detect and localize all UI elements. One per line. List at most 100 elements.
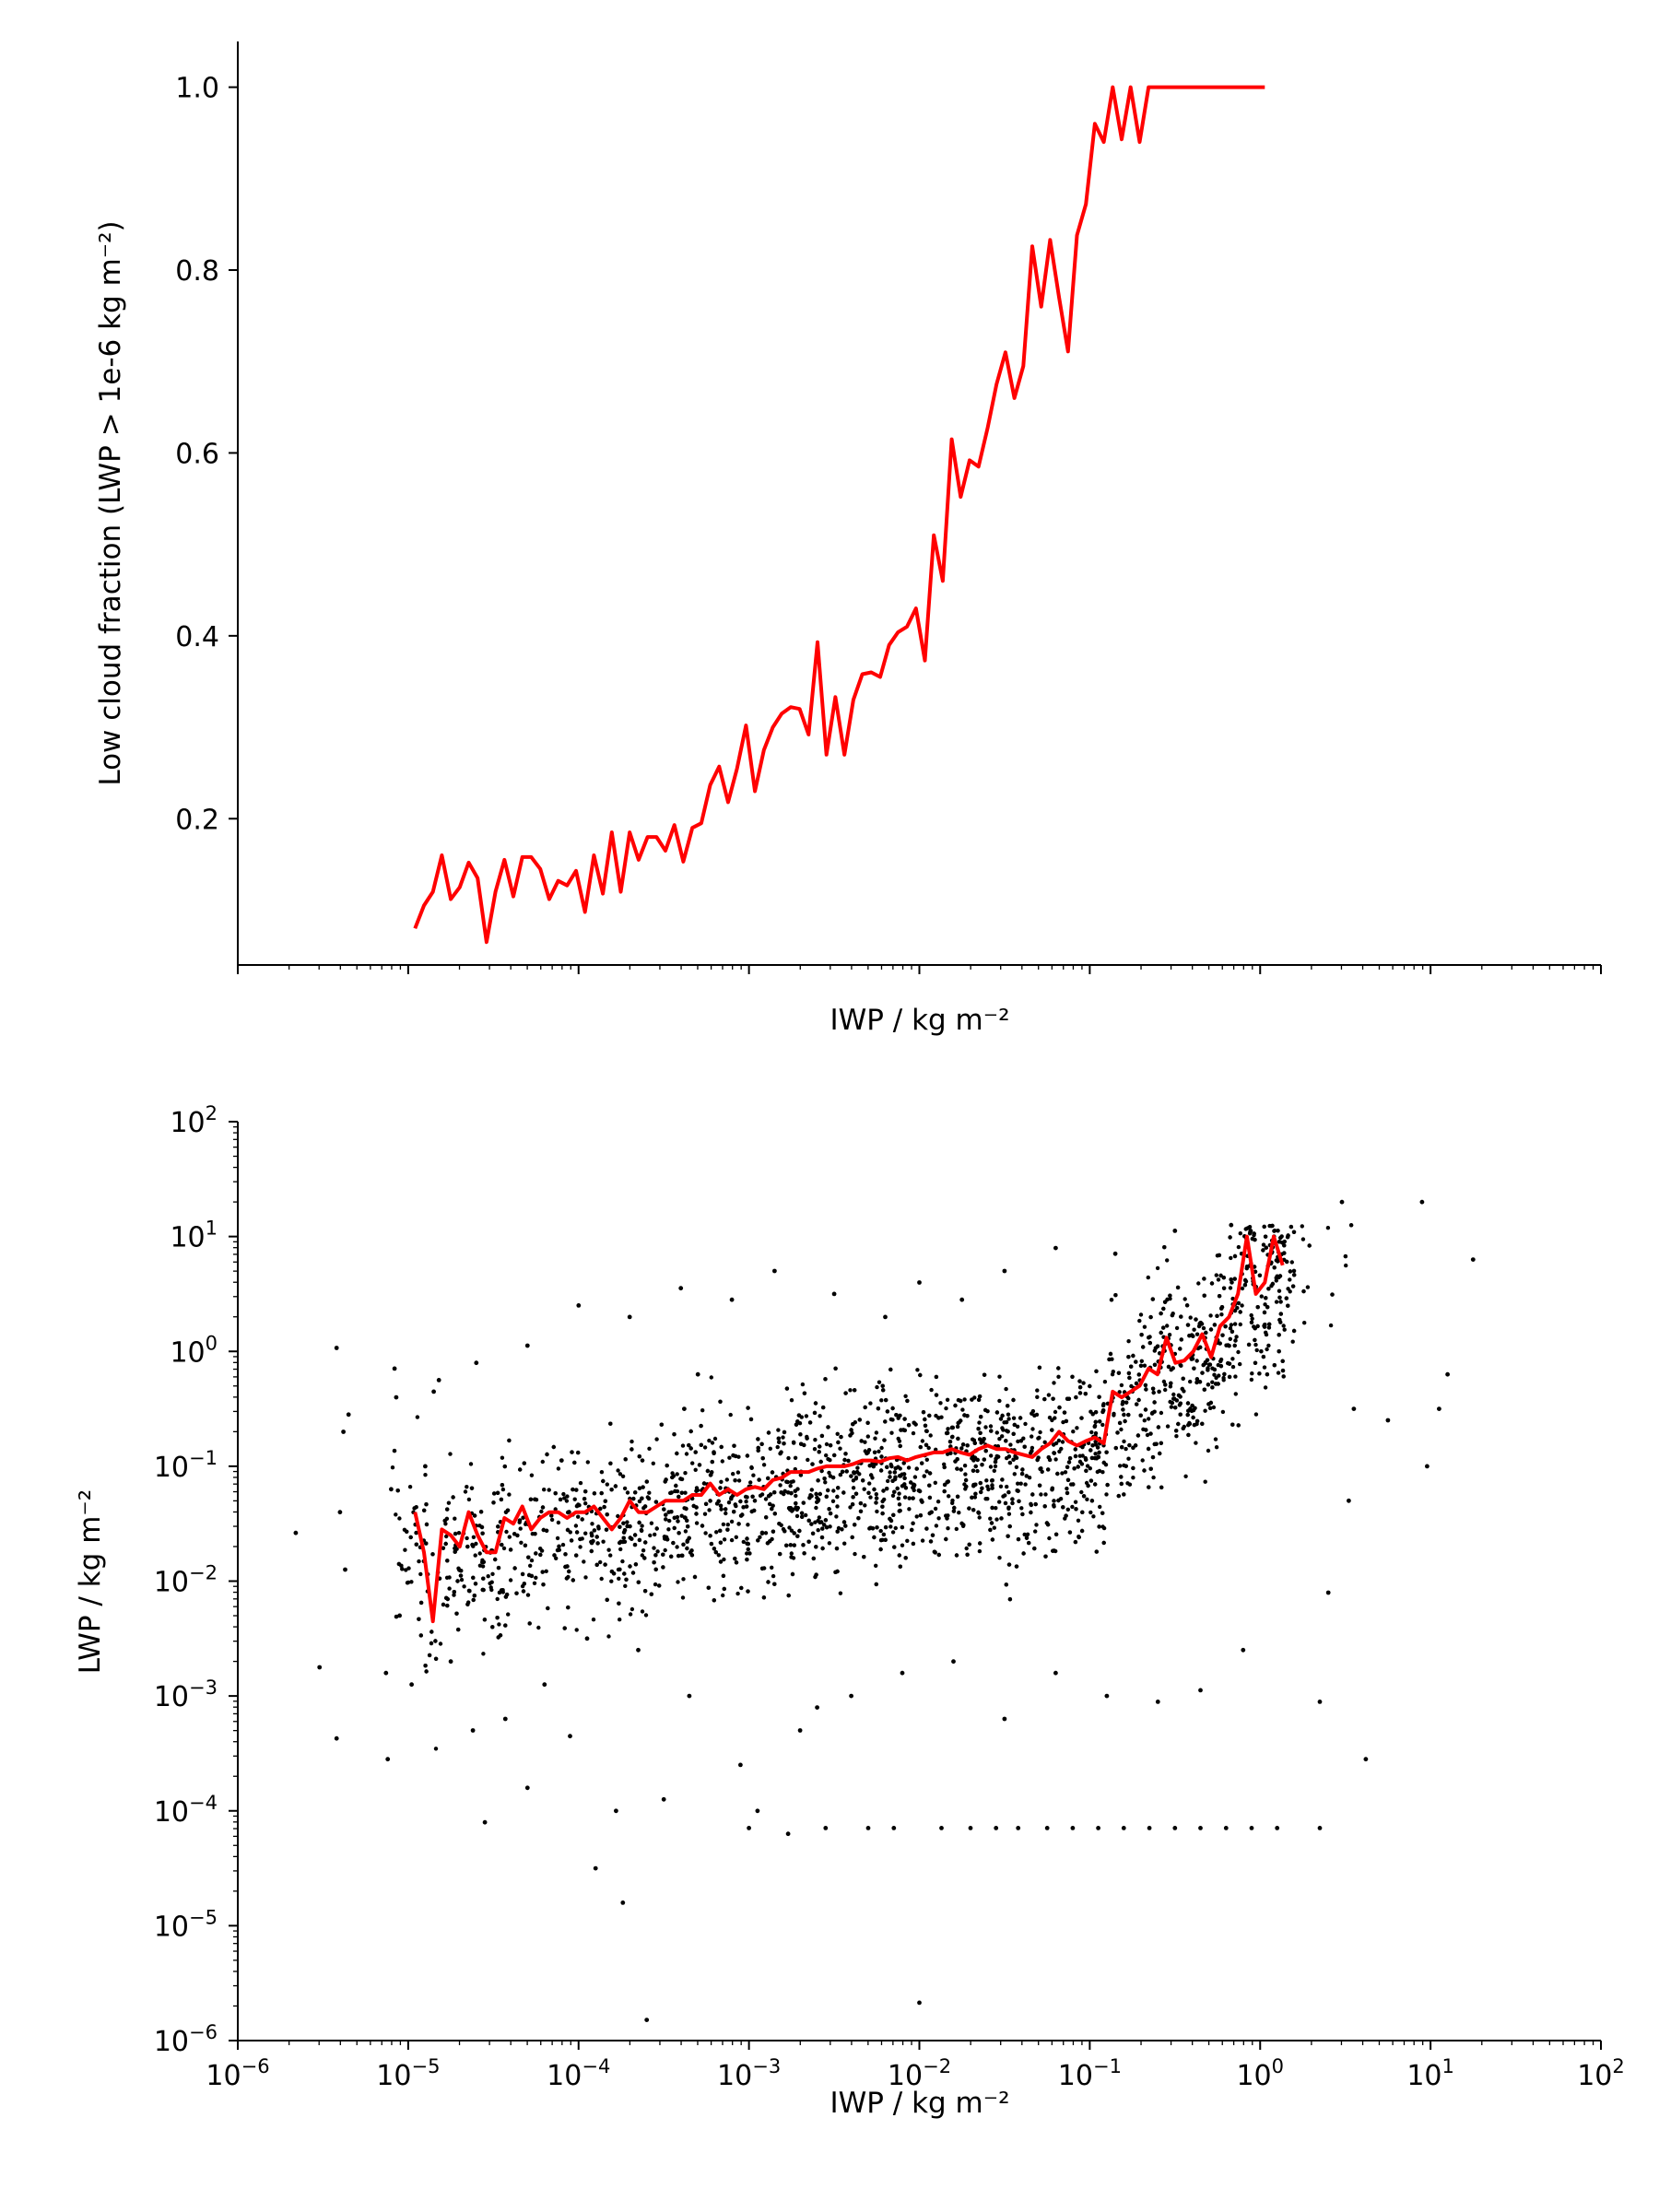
- scatter-point: [712, 1598, 716, 1603]
- scatter-point: [1060, 1471, 1065, 1476]
- scatter-point: [640, 1524, 644, 1528]
- scatter-point: [1263, 1302, 1267, 1307]
- scatter-point: [843, 1391, 848, 1395]
- scatter-point: [994, 1456, 998, 1462]
- scatter-point: [895, 1486, 900, 1491]
- scatter-point: [1232, 1343, 1237, 1348]
- scatter-point: [481, 1576, 486, 1581]
- scatter-point: [984, 1478, 989, 1483]
- scatter-point: [680, 1443, 686, 1448]
- scatter-point: [1121, 1826, 1126, 1830]
- scatter-point: [1178, 1412, 1182, 1417]
- scatter-point: [853, 1491, 859, 1496]
- scatter-point: [796, 1413, 802, 1418]
- scatter-point: [1030, 1449, 1034, 1453]
- scatter-point: [959, 1398, 963, 1404]
- scatter-point: [502, 1464, 507, 1469]
- scatter-point: [1278, 1300, 1283, 1304]
- scatter-point: [574, 1503, 580, 1509]
- scatter-point: [661, 1565, 665, 1570]
- scatter-point: [815, 1705, 819, 1710]
- scatter-point: [1169, 1405, 1174, 1409]
- scatter-point: [409, 1580, 414, 1584]
- scatter-point: [976, 1397, 982, 1403]
- scatter-point: [896, 1436, 900, 1441]
- scatter-point: [779, 1490, 783, 1495]
- scatter-point: [722, 1557, 726, 1562]
- scatter-point: [1116, 1371, 1122, 1375]
- bottom-chart-x-tick-label: 102: [1577, 2055, 1625, 2092]
- scatter-point: [1179, 1363, 1183, 1368]
- scatter-point: [525, 1593, 531, 1597]
- scatter-point: [584, 1636, 590, 1641]
- scatter-point: [854, 1470, 860, 1475]
- scatter-point: [1062, 1410, 1067, 1415]
- scatter-point: [555, 1547, 560, 1553]
- scatter-point: [824, 1453, 829, 1458]
- scatter-point: [1047, 1535, 1052, 1541]
- scatter-point: [732, 1443, 736, 1448]
- scatter-point: [1030, 1434, 1034, 1439]
- scatter-point: [1105, 1482, 1110, 1488]
- scatter-point: [1090, 1443, 1095, 1448]
- scatter-point: [1191, 1415, 1195, 1420]
- scatter-point: [841, 1520, 847, 1524]
- scatter-point: [833, 1570, 838, 1575]
- scatter-point: [433, 1656, 439, 1662]
- scatter-point: [533, 1497, 537, 1502]
- scatter-point: [1093, 1482, 1098, 1487]
- scatter-point: [444, 1575, 450, 1581]
- scatter-point: [559, 1458, 564, 1463]
- scatter-point: [553, 1491, 558, 1496]
- scatter-point: [939, 1826, 944, 1830]
- scatter-point: [1280, 1241, 1285, 1245]
- scatter-point: [397, 1516, 402, 1521]
- scatter-point: [507, 1492, 512, 1497]
- scatter-point: [1123, 1418, 1127, 1424]
- scatter-point: [1219, 1305, 1225, 1310]
- scatter-point: [690, 1461, 695, 1465]
- scatter-point: [1200, 1421, 1205, 1427]
- scatter-point: [1214, 1445, 1219, 1450]
- scatter-point: [942, 1465, 947, 1470]
- scatter-point: [684, 1452, 689, 1456]
- scatter-point: [818, 1444, 822, 1449]
- scatter-point: [1108, 1351, 1113, 1357]
- scatter-point: [453, 1531, 458, 1536]
- scatter-point: [682, 1406, 687, 1411]
- scatter-point: [1004, 1439, 1008, 1443]
- scatter-point: [555, 1535, 560, 1541]
- scatter-point: [718, 1528, 723, 1534]
- scatter-point: [797, 1728, 803, 1733]
- scatter-point: [653, 1532, 657, 1537]
- scatter-point: [1263, 1385, 1268, 1390]
- scatter-point: [802, 1391, 807, 1395]
- scatter-point: [989, 1429, 994, 1433]
- scatter-point: [455, 1579, 460, 1583]
- scatter-point: [813, 1401, 818, 1406]
- scatter-point: [394, 1512, 398, 1517]
- scatter-point: [471, 1597, 476, 1603]
- scatter-point: [528, 1563, 533, 1569]
- scatter-point: [927, 1495, 933, 1500]
- scatter-point: [756, 1538, 760, 1543]
- scatter-point: [1208, 1406, 1213, 1411]
- scatter-point: [608, 1421, 613, 1426]
- scatter-point: [942, 1488, 947, 1494]
- scatter-point: [474, 1360, 479, 1366]
- scatter-point: [702, 1512, 708, 1516]
- scatter-point: [1139, 1359, 1145, 1364]
- scatter-point: [1017, 1499, 1021, 1504]
- scatter-point: [529, 1573, 535, 1579]
- scatter-point: [1235, 1305, 1240, 1311]
- scatter-point: [800, 1382, 806, 1387]
- scatter-point: [1037, 1435, 1041, 1441]
- scatter-point: [880, 1511, 885, 1516]
- scatter-point: [343, 1567, 347, 1572]
- scatter-point: [580, 1517, 584, 1522]
- scatter-point: [1153, 1346, 1159, 1350]
- scatter-point: [1070, 1504, 1075, 1510]
- scatter-point: [1056, 1498, 1061, 1503]
- scatter-point: [1270, 1223, 1275, 1229]
- scatter-point: [1100, 1403, 1106, 1408]
